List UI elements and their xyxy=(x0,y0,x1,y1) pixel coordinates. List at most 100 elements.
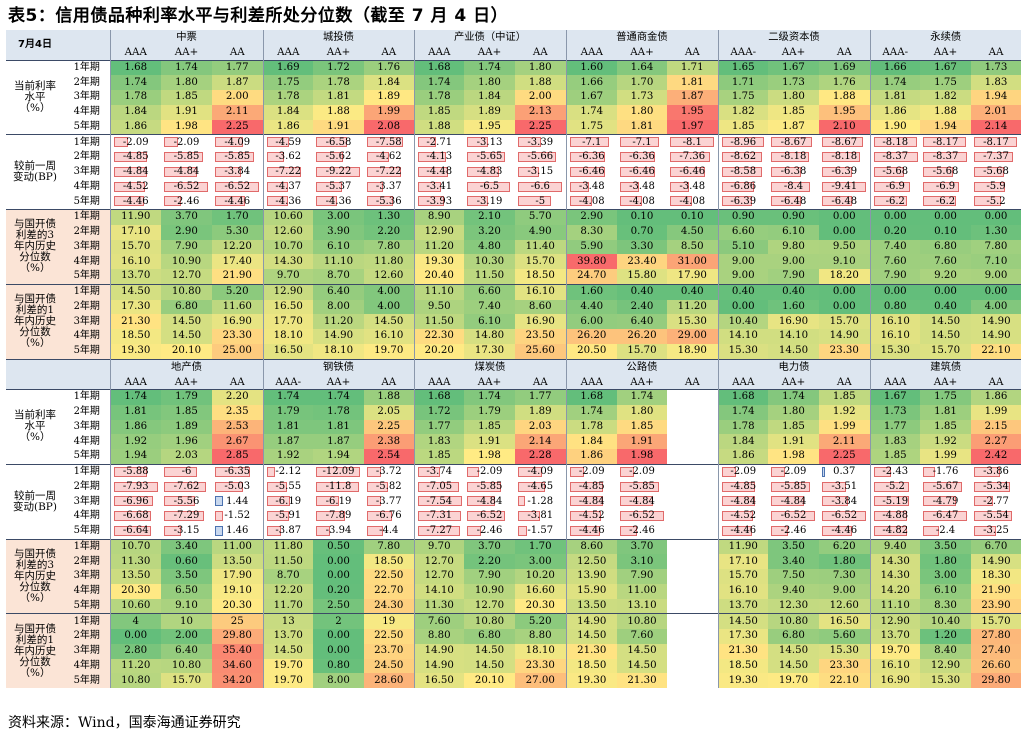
change-cell: -6.36 xyxy=(617,150,667,165)
negative-bar xyxy=(367,196,393,207)
negative-bar xyxy=(974,196,1001,207)
section-label-line: 利差的1 xyxy=(15,633,55,646)
category-header: 电力债 xyxy=(717,358,870,375)
section-label-pct1: 与国开债 利差的1 年内历史 分位数 （%） xyxy=(6,613,64,688)
change-cell: -7.1 xyxy=(617,134,667,150)
section-label-line: 利差的1 xyxy=(15,304,55,317)
grade-header: AAA xyxy=(109,44,161,60)
value-cell: 1.73 xyxy=(971,59,1021,76)
value-cell: 2.10 xyxy=(819,119,870,135)
change-cell: -5.68 xyxy=(869,164,920,180)
change-cell: -4.36 xyxy=(313,194,364,210)
value-cell: 14.50 xyxy=(109,283,161,300)
value-cell: 12.70 xyxy=(464,598,515,614)
change-cell: -6.6 xyxy=(515,179,566,195)
change-value: -5.37 xyxy=(325,180,352,192)
value-cell: 1.86 xyxy=(109,419,161,435)
value-cell: 16.90 xyxy=(768,314,819,329)
value-cell: 1.74 xyxy=(869,75,920,90)
change-value: -4.59 xyxy=(275,136,302,148)
change-value: -1.28 xyxy=(527,495,554,507)
value-cell: 1.92 xyxy=(920,434,971,449)
change-cell: -6.68 xyxy=(109,509,161,524)
negative-bar xyxy=(316,511,345,521)
value-cell: 3.00 xyxy=(515,554,566,569)
negative-bar xyxy=(518,481,545,492)
negative-bar xyxy=(620,137,659,148)
negative-bar xyxy=(569,525,600,536)
negative-bar xyxy=(670,137,714,148)
negative-bar xyxy=(417,496,462,507)
tenor-label: 4年期 xyxy=(64,583,110,599)
negative-bar xyxy=(467,525,481,536)
value-cell: 2.03 xyxy=(515,419,566,435)
value-cell: 10.30 xyxy=(464,254,515,269)
change-cell: -3.15 xyxy=(161,523,212,539)
value-cell: 13.70 xyxy=(869,629,920,644)
negative-bar xyxy=(518,196,551,207)
negative-bar xyxy=(417,511,461,521)
change-value: -4.36 xyxy=(325,195,352,207)
change-value: -8.37 xyxy=(932,151,959,163)
value-cell: 1.70 xyxy=(212,208,263,225)
change-cell: -4.79 xyxy=(920,494,971,509)
negative-bar xyxy=(164,166,197,177)
value-cell: 2.35 xyxy=(212,404,263,420)
value-cell: 29.80 xyxy=(971,673,1021,688)
value-cell: 31.00 xyxy=(667,254,718,269)
negative-bar xyxy=(113,137,128,148)
negative-bar xyxy=(974,137,1017,148)
value-cell: 25 xyxy=(212,613,263,629)
value-cell: 15.70 xyxy=(109,239,161,255)
value-cell: 14.90 xyxy=(565,613,617,629)
negative-bar xyxy=(721,181,754,192)
value-cell: 14.50 xyxy=(717,613,768,629)
change-value: -6.52 xyxy=(476,510,503,522)
table-row: 3年期 21.30 14.50 16.90 17.70 11.20 14.50 11.50 6.… xyxy=(6,314,1021,329)
negative-bar xyxy=(873,525,907,536)
change-value: -4.13 xyxy=(426,151,453,163)
value-cell: 2.00 xyxy=(515,90,566,105)
value-cell: 1.81 xyxy=(920,404,971,420)
tenor-label: 4年期 xyxy=(64,254,110,269)
value-cell: 1.78 xyxy=(313,404,364,420)
change-value: -8.18 xyxy=(780,151,807,163)
value-cell: 1.74 xyxy=(565,404,617,420)
value-cell: 1.85 xyxy=(717,119,768,135)
change-cell: -8.17 xyxy=(920,134,971,150)
section-label-rate: 当前利率 水平 （%） xyxy=(6,59,64,135)
change-value: -6.9 xyxy=(935,180,956,192)
negative-bar xyxy=(164,152,203,162)
value-cell: 13.50 xyxy=(109,569,161,584)
change-value: -3.13 xyxy=(476,136,503,148)
value-cell: 34.60 xyxy=(212,658,263,674)
negative-bar xyxy=(569,137,609,148)
value-cell: 14.50 xyxy=(464,643,515,659)
negative-bar xyxy=(822,511,866,521)
value-cell: 23.30 xyxy=(515,658,566,674)
negative-bar xyxy=(974,496,993,507)
change-cell: -8.37 xyxy=(869,150,920,165)
value-cell: 1.99 xyxy=(920,449,971,465)
change-cell: -4.84 xyxy=(768,494,819,509)
tenor-label: 1年期 xyxy=(64,208,110,225)
change-value: -6.6 xyxy=(530,180,550,192)
negative-bar xyxy=(467,496,495,507)
negative-bar xyxy=(417,137,436,148)
table-row: 3年期 -4.84 -4.84 -3.84 -7.22 -9.22 -7.22 -4.48 -4… xyxy=(6,164,1021,180)
change-cell: -5.03 xyxy=(212,479,263,495)
value-cell: 23.40 xyxy=(617,254,667,269)
section-label-change: 较前一周 变动(BP) xyxy=(6,463,64,539)
negative-bar xyxy=(569,511,601,521)
tenor-label: 5年期 xyxy=(64,523,110,539)
change-cell: -7.22 xyxy=(262,164,313,180)
grade-header: AAA xyxy=(109,374,161,390)
negative-bar xyxy=(670,166,705,177)
value-cell: 12.90 xyxy=(413,224,464,240)
negative-bar xyxy=(467,152,505,162)
value-cell: 1.84 xyxy=(565,434,617,449)
tenor-label: 1年期 xyxy=(64,59,110,76)
negative-bar xyxy=(873,196,907,207)
change-cell: -3.51 xyxy=(819,479,870,495)
negative-bar xyxy=(771,511,815,521)
